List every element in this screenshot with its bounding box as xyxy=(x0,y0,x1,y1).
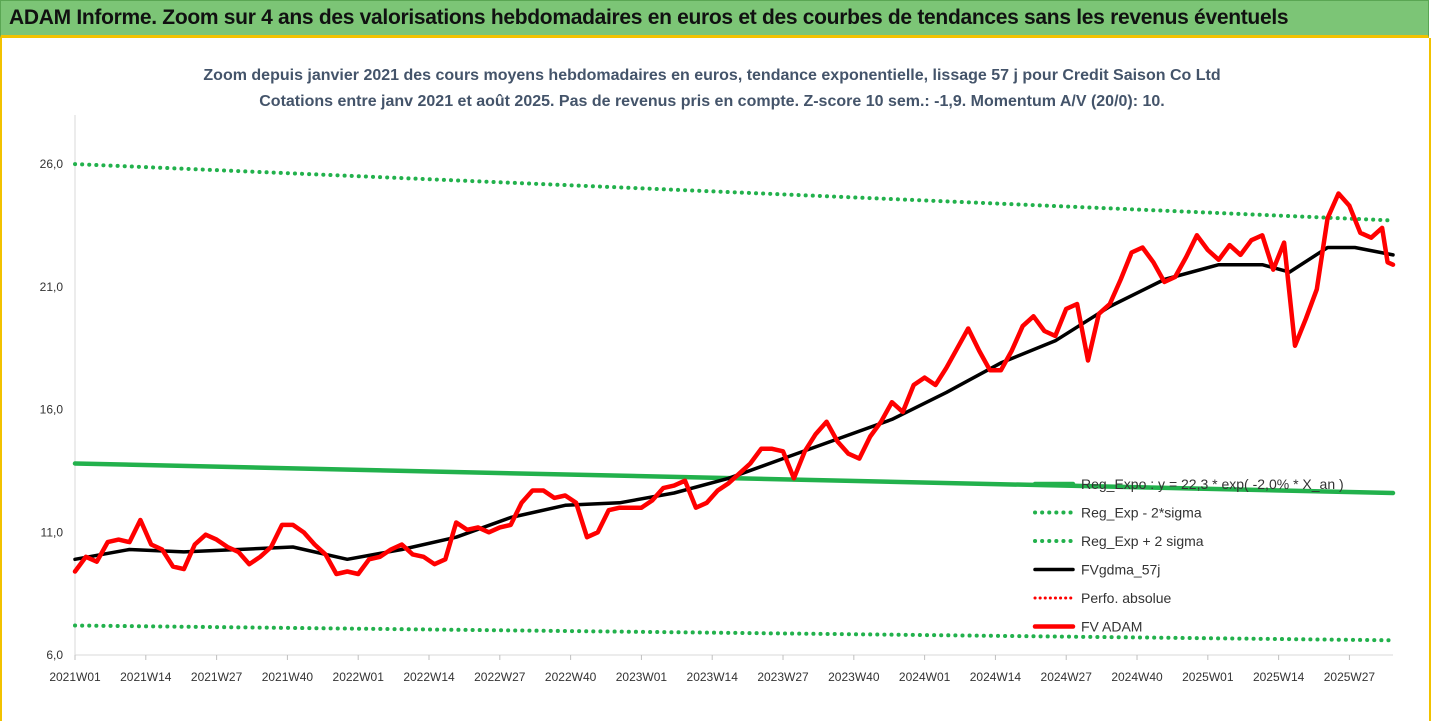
y-tick-label: 21,0 xyxy=(40,280,64,294)
x-tick-label: 2022W14 xyxy=(403,670,455,684)
chart-frame xyxy=(0,38,1431,721)
x-tick-label: 2023W27 xyxy=(757,670,809,684)
x-tick-label: 2021W40 xyxy=(262,670,314,684)
x-tick-label: 2023W14 xyxy=(687,670,739,684)
y-tick-label: 16,0 xyxy=(40,403,64,417)
chart-title: Zoom depuis janvier 2021 des cours moyen… xyxy=(203,67,1220,84)
x-tick-label: 2025W27 xyxy=(1324,670,1376,684)
x-tick-label: 2022W40 xyxy=(545,670,597,684)
legend: Reg_Expo : y = 22,3 * exp( -2,0% * X_an … xyxy=(1032,476,1344,635)
x-tick-label: 2025W14 xyxy=(1253,670,1305,684)
report-banner: ADAM Informe. Zoom sur 4 ans des valoris… xyxy=(0,0,1429,38)
y-tick-label: 26,0 xyxy=(40,157,64,171)
x-tick-label: 2021W01 xyxy=(49,670,101,684)
legend-label-4: Perfo. absolue xyxy=(1081,590,1171,606)
x-tick-label: 2024W14 xyxy=(970,670,1022,684)
y-tick-label: 11,0 xyxy=(41,525,64,539)
series-layer xyxy=(72,162,1396,643)
x-tick-label: 2022W27 xyxy=(474,670,526,684)
y-tick-label: 6,0 xyxy=(46,648,63,662)
x-tick-label: 2024W01 xyxy=(899,670,951,684)
report-title: ADAM Informe. Zoom sur 4 ans des valoris… xyxy=(9,6,1289,29)
series-line-2 xyxy=(73,162,1395,223)
legend-label-5: FV ADAM xyxy=(1081,619,1142,635)
x-tick-label: 2023W01 xyxy=(616,670,668,684)
legend-label-2: Reg_Exp + 2 sigma xyxy=(1081,533,1204,549)
series-line-3 xyxy=(73,245,1395,562)
x-tick-label: 2022W01 xyxy=(333,670,385,684)
x-tick-label: 2025W01 xyxy=(1182,670,1234,684)
x-tick-label: 2024W40 xyxy=(1111,670,1163,684)
x-tick-label: 2021W27 xyxy=(191,670,243,684)
x-tick-label: 2023W40 xyxy=(828,670,880,684)
series-line-5 xyxy=(72,191,1396,577)
legend-label-0: Reg_Expo : y = 22,3 * exp( -2,0% * X_an … xyxy=(1081,476,1344,492)
axes: 6,0 11,0 16,0 21,0 26,0 2021W01 2021W14 2021W27… xyxy=(40,115,1393,684)
x-tick-label: 2024W27 xyxy=(1041,670,1093,684)
chart-subtitle: Cotations entre janv 2021 et août 2025. … xyxy=(259,93,1165,110)
legend-label-1: Reg_Exp - 2*sigma xyxy=(1081,505,1202,521)
x-tick-label: 2021W14 xyxy=(120,670,172,684)
legend-label-3: FVgdma_57j xyxy=(1081,562,1160,578)
series-line-1 xyxy=(73,623,1395,643)
